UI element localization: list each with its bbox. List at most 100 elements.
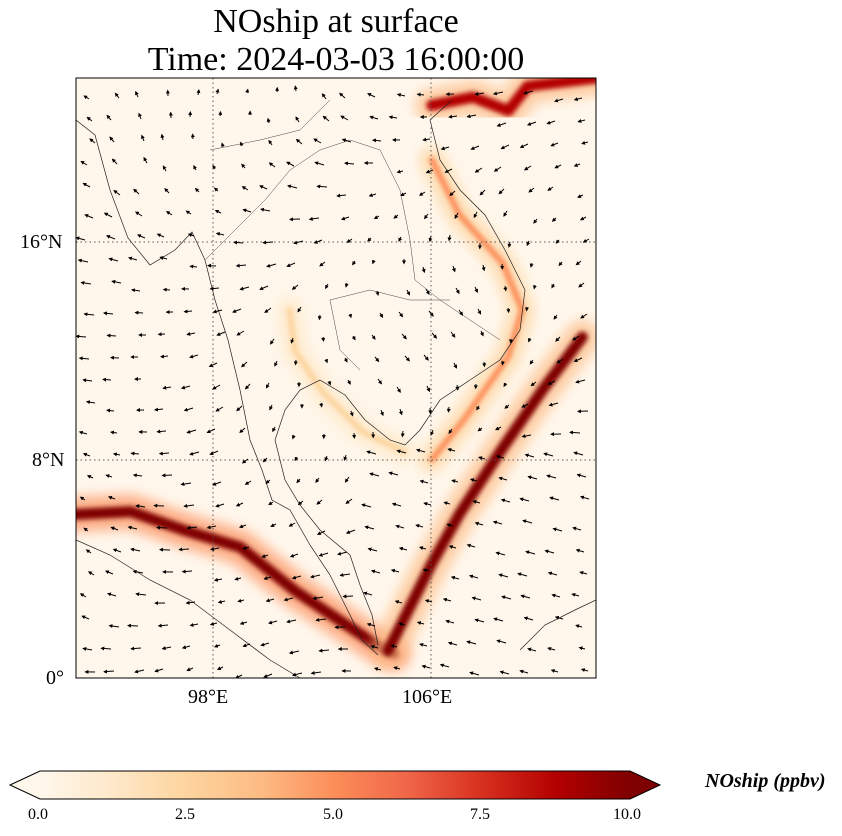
wind-arrow — [342, 594, 354, 599]
wind-arrow — [261, 554, 269, 558]
wind-arrow — [503, 210, 508, 217]
wind-arrow — [316, 530, 326, 535]
wind-arrow — [520, 594, 531, 599]
wind-arrow — [418, 191, 426, 196]
wind-arrow — [208, 362, 218, 368]
wind-arrow — [499, 670, 510, 675]
wind-arrow — [498, 188, 505, 195]
wind-arrow — [579, 570, 588, 575]
wind-arrow — [422, 568, 430, 573]
colorbar-extend-high — [630, 771, 660, 799]
wind-arrow — [546, 474, 557, 479]
wind-arrow — [523, 165, 532, 171]
wind-arrow — [503, 382, 508, 388]
wind-arrow — [524, 453, 535, 458]
wind-arrow — [582, 238, 590, 243]
wind-arrow — [187, 233, 195, 238]
wind-arrow — [419, 479, 429, 484]
wind-arrow — [466, 114, 477, 119]
wind-arrow — [213, 577, 223, 582]
wind-arrow — [527, 475, 538, 480]
wind-arrow — [479, 189, 486, 196]
wind-arrow — [469, 478, 478, 483]
wind-arrow — [268, 501, 274, 506]
wind-arrow — [103, 311, 114, 316]
wind-arrow — [346, 238, 353, 243]
wind-arrow — [114, 92, 120, 99]
wind-arrow — [264, 307, 272, 313]
wind-arrow — [287, 184, 298, 189]
wind-arrow — [82, 182, 91, 188]
coastline-myanmar-thai — [76, 119, 379, 656]
wind-arrow — [446, 406, 451, 413]
wind-arrow — [242, 643, 251, 648]
wind-arrow — [521, 434, 532, 439]
wind-arrow — [183, 407, 194, 412]
wind-arrow — [367, 547, 378, 552]
wind-arrow — [210, 547, 220, 551]
wind-arrow — [156, 525, 168, 530]
wind-arrow — [105, 474, 113, 479]
wind-arrow — [426, 385, 431, 393]
wind-arrow — [212, 384, 221, 390]
wind-arrow — [366, 450, 377, 455]
wind-arrow — [154, 668, 164, 673]
wind-arrow — [241, 186, 249, 191]
wind-arrow — [232, 308, 242, 313]
wind-arrow — [109, 136, 115, 143]
wind-arrow — [558, 261, 563, 267]
wind-arrow — [106, 114, 112, 121]
wind-arrow — [473, 211, 478, 219]
wind-arrow — [550, 142, 559, 147]
wind-arrow — [268, 162, 276, 168]
wind-arrow — [260, 207, 271, 212]
wind-arrow — [131, 288, 141, 293]
wind-arrow — [265, 598, 275, 603]
wind-arrow — [579, 495, 590, 500]
wind-arrow — [416, 92, 425, 97]
wind-arrow — [315, 477, 320, 484]
wind-arrow — [447, 447, 456, 452]
wind-arrow — [293, 85, 298, 92]
wind-arrow — [135, 592, 147, 597]
wind-arrow — [209, 286, 220, 291]
wind-arrow — [374, 356, 380, 363]
wind-arrow — [440, 146, 450, 151]
wind-arrow — [156, 429, 167, 434]
wind-arrow — [136, 234, 146, 239]
wind-arrow — [578, 646, 586, 651]
wind-arrow — [580, 668, 589, 673]
wind-arrow — [430, 429, 434, 436]
shipping-lanes — [76, 78, 596, 671]
wind-arrow — [291, 575, 302, 580]
wind-arrow — [398, 408, 403, 416]
wind-arrow — [85, 549, 92, 554]
wind-arrow — [519, 669, 529, 674]
wind-arrow — [425, 169, 434, 174]
wind-arrow — [108, 624, 120, 629]
wind-arrow — [372, 138, 382, 143]
wind-arrow — [418, 546, 427, 551]
wind-arrow — [325, 283, 329, 290]
wind-arrow — [450, 331, 456, 338]
wind-arrow — [506, 307, 511, 314]
wind-arrow — [391, 502, 402, 507]
wind-arrow — [447, 234, 452, 242]
wind-arrow — [84, 214, 94, 219]
coastlines — [76, 99, 596, 678]
wind-arrow — [220, 142, 225, 148]
wind-arrow — [239, 141, 244, 147]
wind-arrow — [367, 93, 376, 98]
wind-arrow — [478, 456, 486, 461]
wind-arrow — [291, 284, 299, 290]
wind-arrow — [551, 217, 557, 222]
wind-arrow — [130, 646, 142, 651]
wind-arrow — [194, 187, 200, 193]
wind-arrow — [466, 543, 476, 548]
wind-arrow — [340, 115, 349, 121]
wind-arrow — [181, 569, 193, 574]
wind-arrow — [492, 520, 503, 525]
wind-arrow — [551, 283, 556, 289]
wind-arrow — [336, 193, 347, 198]
wind-arrow — [286, 161, 295, 167]
